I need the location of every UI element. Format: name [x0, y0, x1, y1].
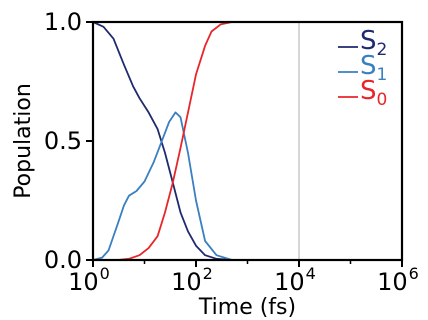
x-tick-label: 102: [171, 264, 213, 296]
x-tick-label: 104: [274, 264, 316, 296]
plot-frame: [91, 20, 404, 262]
y-axis-title: Population: [11, 83, 36, 199]
series-line-s2: [92, 21, 402, 261]
y-tick-label: 0.0: [44, 246, 82, 274]
y-tick-label: 1.0: [44, 8, 82, 36]
x-tick-label: 106: [377, 264, 419, 296]
x-axis-title: Time (fs): [198, 295, 296, 320]
y-tick-label: 0.5: [44, 127, 82, 155]
series-layer: [92, 21, 402, 261]
series-line-s1: [92, 111, 402, 261]
series-line-s0: [93, 21, 402, 261]
